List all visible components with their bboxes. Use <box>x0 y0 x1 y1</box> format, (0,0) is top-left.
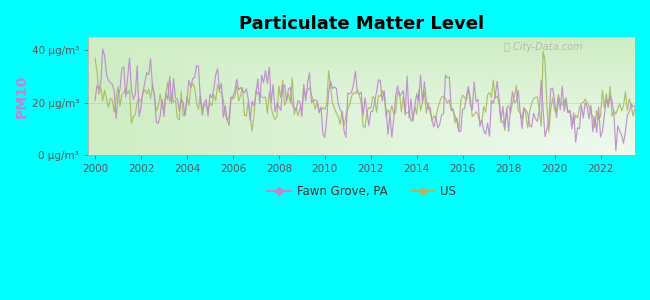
Text: ⓘ City-Data.com: ⓘ City-Data.com <box>504 42 582 52</box>
Title: Particulate Matter Level: Particulate Matter Level <box>239 15 484 33</box>
Y-axis label: PM10: PM10 <box>15 74 29 118</box>
Legend: Fawn Grove, PA, US: Fawn Grove, PA, US <box>263 180 461 203</box>
